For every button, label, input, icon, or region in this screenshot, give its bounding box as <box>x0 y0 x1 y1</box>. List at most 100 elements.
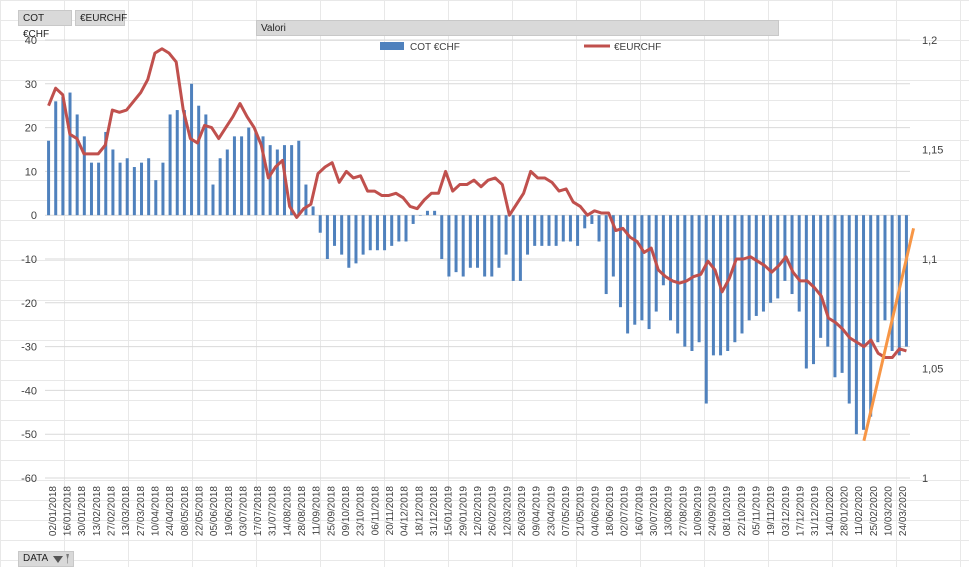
bar <box>526 215 530 255</box>
x-tick-label: 24/04/2018 <box>165 486 176 536</box>
bar <box>518 215 522 281</box>
x-tick-label: 06/11/2018 <box>370 486 381 536</box>
bar <box>240 136 244 216</box>
x-tick-label: 10/09/2019 <box>693 486 704 536</box>
bar <box>661 215 665 286</box>
bar <box>397 215 401 242</box>
y-right-tick-label: 1,1 <box>922 254 937 266</box>
x-tick-label: 31/12/2018 <box>429 486 440 536</box>
bar-series <box>47 83 908 435</box>
bar <box>411 215 415 224</box>
x-tick-label: 17/07/2018 <box>253 486 264 536</box>
bar <box>618 215 622 308</box>
bar <box>604 215 608 295</box>
bar <box>704 215 708 404</box>
y-left-tick-label: 30 <box>25 79 37 91</box>
bar <box>418 215 422 216</box>
bar <box>490 215 494 277</box>
bar <box>819 215 823 338</box>
bar <box>647 215 651 330</box>
bar <box>290 145 294 216</box>
x-tick-label: 24/03/2020 <box>898 486 909 536</box>
bar <box>61 96 65 216</box>
x-tick-label: 19/11/2019 <box>766 486 777 536</box>
x-tick-label: 18/06/2019 <box>605 486 616 536</box>
y-left-tick-label: 20 <box>25 123 37 135</box>
bar <box>711 215 715 356</box>
x-tick-label: 10/04/2018 <box>150 486 161 536</box>
bar <box>769 215 773 303</box>
bar <box>776 215 780 299</box>
bar <box>533 215 537 246</box>
bar <box>225 149 229 216</box>
bar <box>311 206 315 216</box>
bar <box>47 140 51 216</box>
bar <box>890 215 894 351</box>
bar <box>140 162 144 216</box>
bar <box>561 215 565 242</box>
bar <box>583 215 587 229</box>
field-button-valori[interactable]: Valori <box>256 20 779 36</box>
bar <box>275 149 279 216</box>
x-tick-label: 02/01/2018 <box>48 486 59 536</box>
y-left-tick-label: -40 <box>21 385 37 397</box>
bar <box>375 215 379 251</box>
bar <box>383 215 387 251</box>
x-tick-label: 04/12/2018 <box>400 486 411 536</box>
x-tick-label: 30/01/2018 <box>77 486 88 536</box>
x-tick-label: 12/03/2019 <box>502 486 513 536</box>
bar <box>626 215 630 334</box>
bar <box>790 215 794 295</box>
bar <box>904 215 908 347</box>
x-tick-label: 29/01/2019 <box>458 486 469 536</box>
bar <box>132 167 136 216</box>
bar <box>690 215 694 351</box>
x-tick-label: 14/01/2020 <box>825 486 836 536</box>
x-tick-label: 08/10/2019 <box>722 486 733 536</box>
bar <box>404 215 408 242</box>
bar <box>104 131 108 216</box>
field-button-eurchf[interactable]: €EURCHF <box>75 10 127 26</box>
bar <box>318 215 322 233</box>
bar <box>883 215 887 321</box>
x-tick-label: 26/02/2019 <box>488 486 499 536</box>
x-tick-label: 02/07/2019 <box>620 486 631 536</box>
bar <box>175 110 179 216</box>
field-button-data[interactable]: DATA <box>18 551 74 567</box>
bar <box>125 158 129 216</box>
x-tick-label: 09/10/2018 <box>341 486 352 536</box>
x-tick-label: 17/12/2019 <box>796 486 807 536</box>
x-tick-label: 21/05/2019 <box>576 486 587 536</box>
bar <box>218 158 222 216</box>
x-tick-label: 05/11/2019 <box>752 486 763 536</box>
bar <box>75 114 79 216</box>
bar <box>268 145 272 216</box>
x-tick-label: 20/11/2018 <box>385 486 396 536</box>
bar <box>461 215 465 277</box>
bar <box>182 110 186 216</box>
bar <box>869 215 873 417</box>
y-left-tick-label: 10 <box>25 166 37 178</box>
y-right-tick-label: 1,05 <box>922 364 943 376</box>
y-left-tick-label: -50 <box>21 429 37 441</box>
bar <box>640 215 644 321</box>
y-left-tick-label: 40 <box>25 35 37 47</box>
bar <box>733 215 737 343</box>
x-tick-label: 13/03/2018 <box>121 486 132 536</box>
bar <box>568 215 572 242</box>
bar <box>89 162 93 216</box>
trendline <box>862 227 916 442</box>
x-tick-label: 08/05/2018 <box>180 486 191 536</box>
bar <box>247 127 251 216</box>
bar <box>483 215 487 277</box>
x-tick-label: 16/01/2018 <box>62 486 73 536</box>
x-tick-label: 24/09/2019 <box>708 486 719 536</box>
x-tick-label: 26/03/2019 <box>517 486 528 536</box>
bar <box>454 215 458 273</box>
bar <box>161 162 165 216</box>
bar <box>325 215 329 259</box>
x-tick-label: 28/01/2020 <box>840 486 851 536</box>
field-button-cot-chf[interactable]: COT €CHF <box>18 10 72 40</box>
x-tick-label: 05/06/2018 <box>209 486 220 536</box>
x-tick-label: 19/06/2018 <box>224 486 235 536</box>
